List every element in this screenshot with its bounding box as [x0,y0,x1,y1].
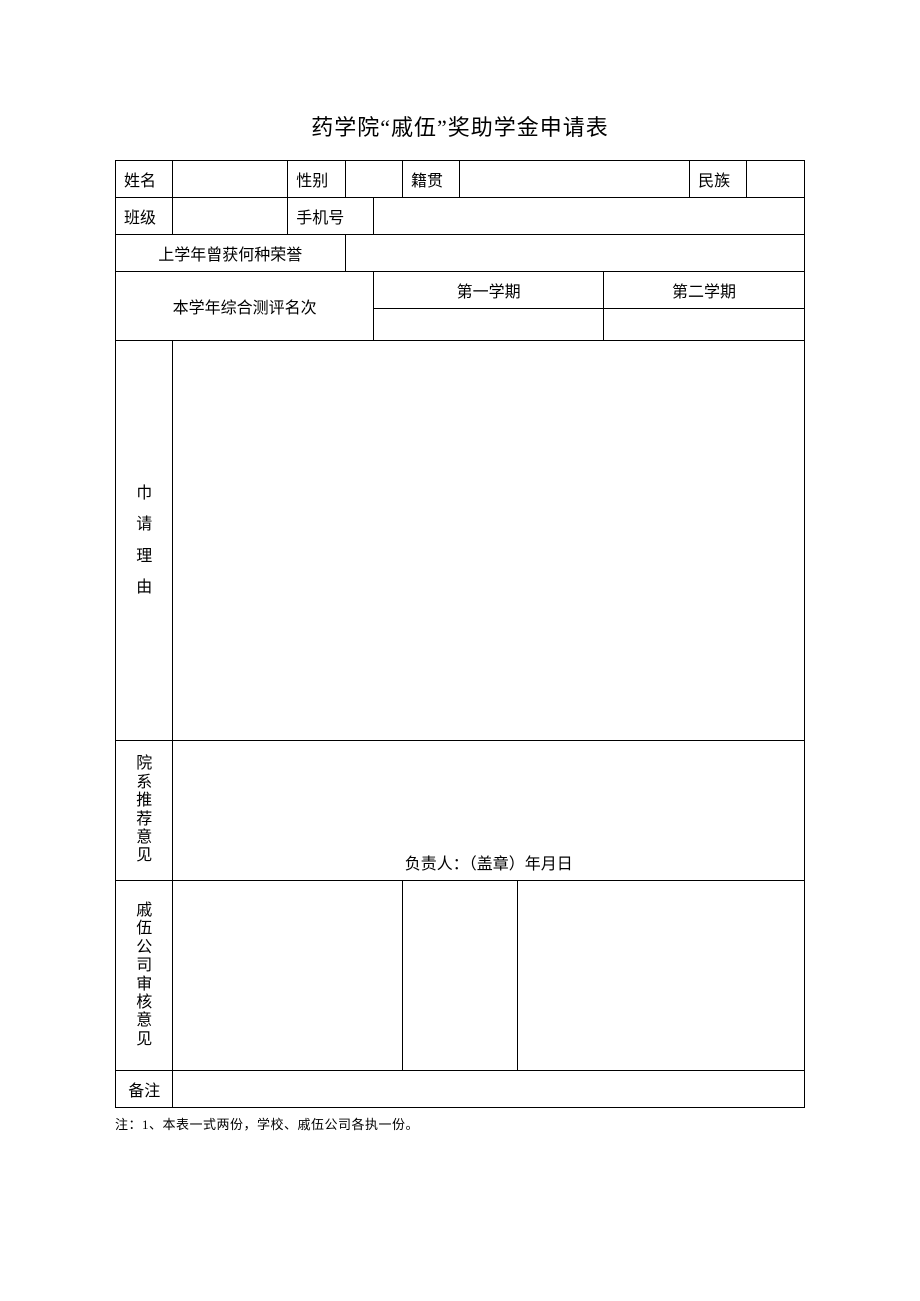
row-honors: 上学年曾获何种荣誉 [116,235,805,272]
label-ethnicity: 民族 [690,161,747,198]
value-reason[interactable] [173,341,805,741]
label-gender: 性别 [288,161,345,198]
label-class: 班级 [116,198,173,235]
label-reason: 巾 请 理 由 [116,341,173,741]
footnote: 注：1、本表一式两份，学校、戚伍公司各执一份。 [115,1114,805,1133]
value-class[interactable] [173,198,288,235]
label-rank: 本学年综合测评名次 [116,272,374,341]
form-title: 药学院“戚伍”奖助学金申请表 [115,110,805,142]
value-semester1[interactable] [374,309,604,341]
row-dept-opinion: 院 系 推 荐 意 见 负责人：（盖章）年月日 [116,741,805,881]
value-name[interactable] [173,161,288,198]
value-company-a[interactable] [173,881,403,1071]
label-company-opinion: 戚 伍 公 司 审 核 意 见 [116,881,173,1071]
row-remark: 备注 [116,1071,805,1108]
value-honors[interactable] [345,235,804,272]
label-name: 姓名 [116,161,173,198]
value-semester2[interactable] [603,309,804,341]
value-native-place[interactable] [460,161,690,198]
page-container: 药学院“戚伍”奖助学金申请表 姓名 性别 籍贯 民族 班级 手机号 [0,0,920,1133]
label-dept-opinion: 院 系 推 荐 意 见 [116,741,173,881]
label-semester2: 第二学期 [603,272,804,309]
value-remark[interactable] [173,1071,805,1108]
value-phone[interactable] [374,198,805,235]
value-dept-opinion[interactable]: 负责人：（盖章）年月日 [173,741,805,881]
row-company-opinion: 戚 伍 公 司 审 核 意 见 [116,881,805,1071]
application-table: 姓名 性别 籍贯 民族 班级 手机号 上学年曾获何种荣誉 本学年综合测评名次 第… [115,160,805,1108]
value-company-b[interactable] [403,881,518,1071]
row-basic-1: 姓名 性别 籍贯 民族 [116,161,805,198]
value-gender[interactable] [345,161,402,198]
label-phone: 手机号 [288,198,374,235]
row-reason: 巾 请 理 由 [116,341,805,741]
label-honors: 上学年曾获何种荣誉 [116,235,346,272]
row-rank-header: 本学年综合测评名次 第一学期 第二学期 [116,272,805,309]
label-semester1: 第一学期 [374,272,604,309]
dept-sign-line: 负责人：（盖章）年月日 [405,856,573,873]
label-native-place: 籍贯 [403,161,460,198]
row-basic-2: 班级 手机号 [116,198,805,235]
value-ethnicity[interactable] [747,161,805,198]
value-company-c[interactable] [517,881,804,1071]
label-remark: 备注 [116,1071,173,1108]
